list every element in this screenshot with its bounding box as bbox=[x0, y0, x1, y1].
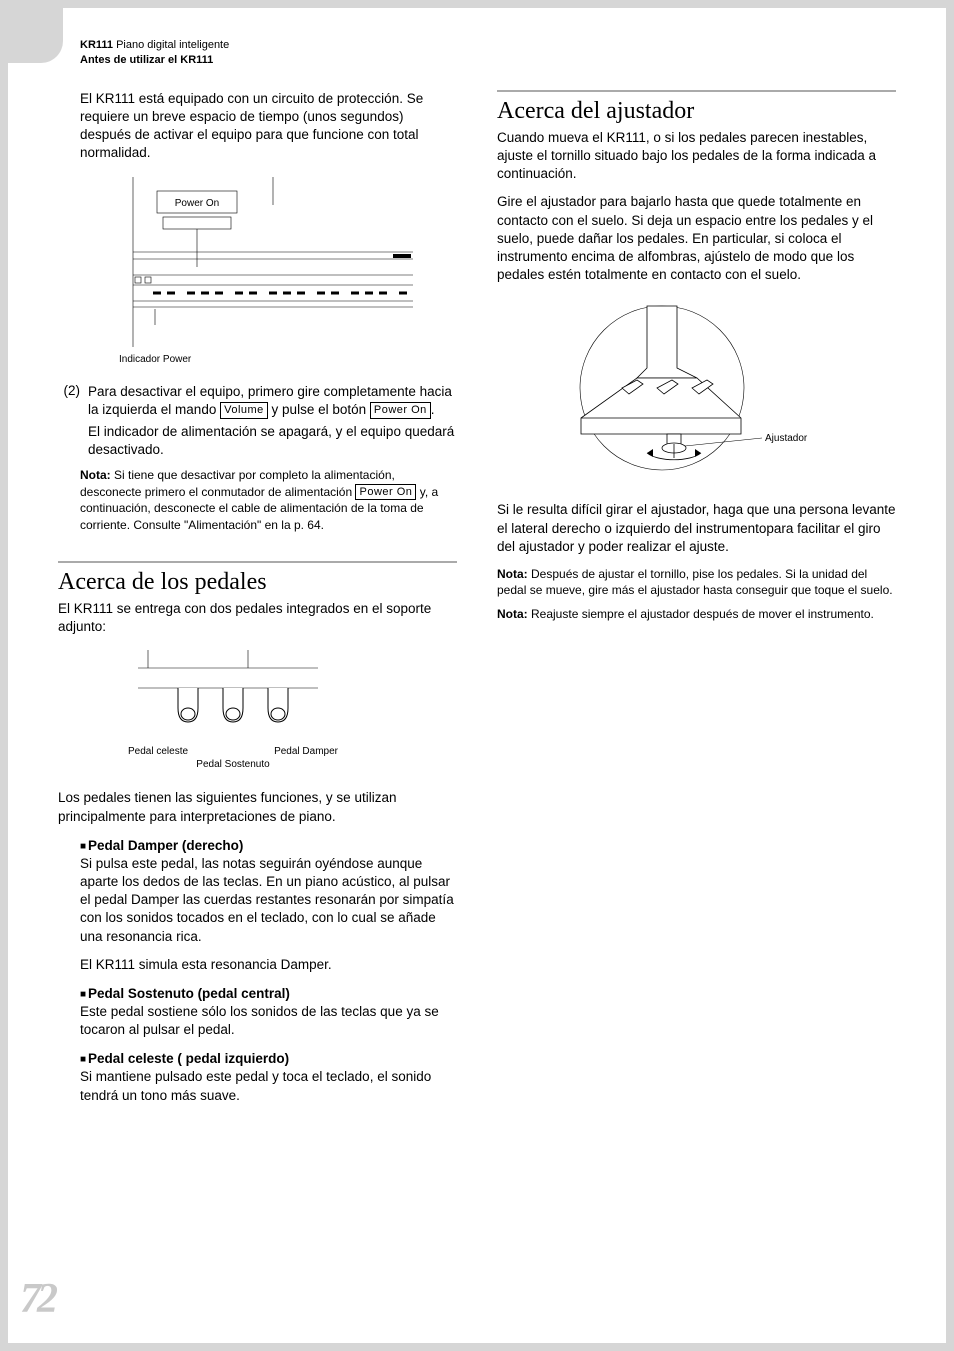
figure-caption: Indicador Power bbox=[119, 354, 457, 365]
content-columns: El KR111 está equipado con un circuito d… bbox=[58, 90, 896, 1115]
model-code: KR111 bbox=[80, 39, 113, 51]
pedal-left-label: Pedal celeste bbox=[128, 745, 188, 758]
figure-pedals: Pedal celeste Pedal Damper Pedal Sostenu… bbox=[118, 650, 348, 771]
svg-text:Ajustador: Ajustador bbox=[765, 433, 808, 444]
note-ajust-2: Nota: Reajuste siempre el ajustador desp… bbox=[497, 606, 896, 622]
note-power: Nota: Si tiene que desactivar por comple… bbox=[80, 467, 457, 532]
pedal-right-label: Pedal Damper bbox=[274, 745, 338, 758]
poweron-button-label-2: Power On bbox=[355, 484, 416, 501]
step-number: (2) bbox=[58, 383, 80, 460]
ajust-p1: Cuando mueva el KR111, o si los pedales … bbox=[497, 129, 896, 184]
pedales-funcs: Los pedales tienen las siguientes funcio… bbox=[58, 789, 457, 825]
damper-p2: El KR111 simula esta resonancia Damper. bbox=[80, 956, 457, 974]
damper-p1: Si pulsa este pedal, las notas seguirán … bbox=[80, 855, 457, 946]
pedales-intro: El KR111 se entrega con dos pedales inte… bbox=[58, 600, 457, 636]
sost-p: Este pedal sostiene sólo los sonidos de … bbox=[80, 1003, 457, 1039]
figure-ajustador: Ajustador bbox=[547, 298, 896, 483]
step-2: (2) Para desactivar el equipo, primero g… bbox=[58, 383, 457, 460]
intro-paragraph: El KR111 está equipado con un circuito d… bbox=[80, 90, 457, 163]
page: KR111 Piano digital inteligente Antes de… bbox=[8, 8, 946, 1343]
right-column: Acerca del ajustador Cuando mueva el KR1… bbox=[497, 90, 896, 1115]
svg-text:Power On: Power On bbox=[175, 198, 219, 209]
pedals-diagram bbox=[118, 650, 338, 740]
subhead-celeste: Pedal celeste ( pedal izquierdo) bbox=[80, 1051, 457, 1066]
heading-ajustador: Acerca del ajustador bbox=[497, 90, 896, 125]
corner-tab bbox=[8, 8, 63, 63]
page-header: KR111 Piano digital inteligente Antes de… bbox=[80, 38, 896, 68]
poweron-button-label: Power On bbox=[370, 402, 431, 419]
keyboard-diagram: Power On bbox=[113, 177, 413, 347]
pedal-labels: Pedal celeste Pedal Damper Pedal Sostenu… bbox=[118, 745, 348, 771]
figure-power: Power On bbox=[113, 177, 457, 365]
pedal-center-label: Pedal Sostenuto bbox=[118, 758, 348, 771]
adjuster-diagram: Ajustador bbox=[547, 298, 827, 478]
heading-pedales: Acerca de los pedales bbox=[58, 561, 457, 596]
ajust-p2: Gire el ajustador para bajarlo hasta que… bbox=[497, 193, 896, 284]
ajust-p3: Si le resulta difícil girar el ajustador… bbox=[497, 501, 896, 556]
section-title: Antes de utilizar el KR111 bbox=[80, 54, 213, 66]
subhead-damper: Pedal Damper (derecho) bbox=[80, 838, 457, 853]
note-ajust-1: Nota: Después de ajustar el tornillo, pi… bbox=[497, 566, 896, 598]
step-body: Para desactivar el equipo, primero gire … bbox=[88, 383, 457, 460]
subhead-sostenuto: Pedal Sostenuto (pedal central) bbox=[80, 986, 457, 1001]
volume-button-label: Volume bbox=[220, 402, 268, 419]
left-column: El KR111 está equipado con un circuito d… bbox=[58, 90, 457, 1115]
brand-logo: Roland bbox=[0, 1100, 6, 1263]
page-number: 72 bbox=[20, 1275, 54, 1323]
cel-p: Si mantiene pulsado este pedal y toca el… bbox=[80, 1068, 457, 1104]
model-desc: Piano digital inteligente bbox=[116, 39, 229, 51]
